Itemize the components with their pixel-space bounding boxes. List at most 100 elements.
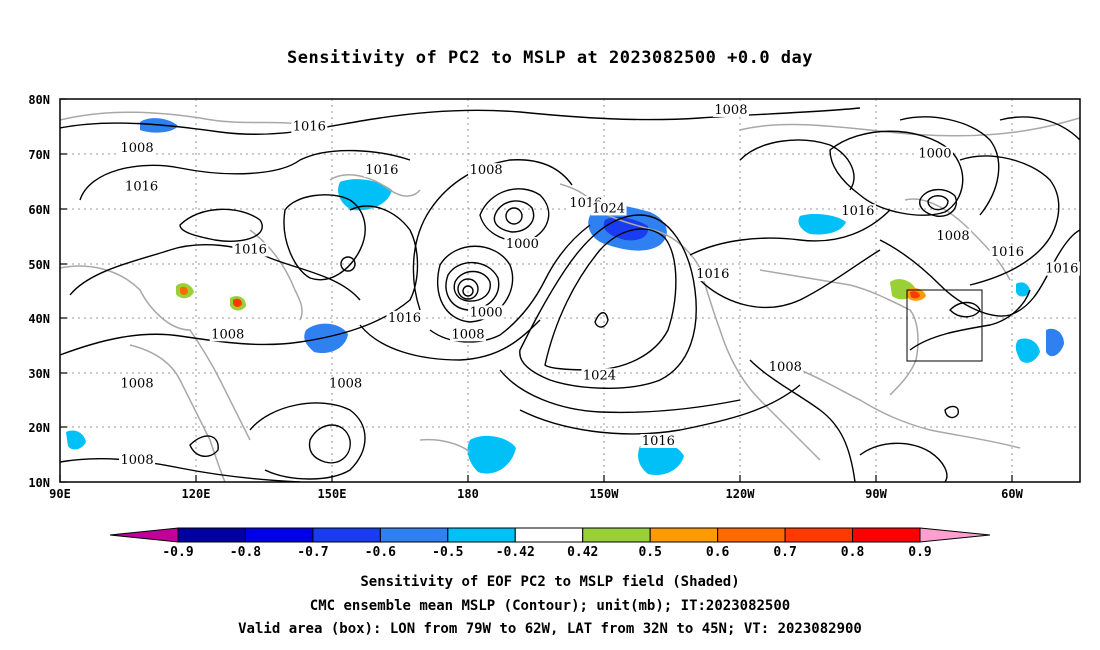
contour-label: 1024 [592, 201, 625, 216]
colorbar-segment [379, 527, 449, 543]
contour-label-halo [839, 204, 876, 219]
contour-label-halo [123, 179, 160, 194]
contour-label: 1016 [365, 163, 398, 178]
colorbar-segment [717, 527, 786, 543]
colorbar-segment [177, 527, 246, 543]
contour-label: 1016 [642, 434, 675, 449]
colorbar-segment [447, 527, 516, 543]
colorbar-label: 0.8 [841, 545, 865, 560]
contour-label-halo [119, 453, 156, 468]
map-frame [59, 98, 1081, 483]
colorbar-label: -0.5 [432, 545, 463, 560]
contour-label-halo [363, 163, 400, 178]
contour-label: 1000 [470, 305, 503, 320]
contour-label-halo [119, 141, 156, 156]
colorbar-label: 0.6 [706, 545, 730, 560]
colorbar-label: -0.9 [162, 545, 193, 560]
lon-label: 60W [1001, 487, 1023, 501]
contour-label-halo [468, 163, 505, 178]
colorbar-label: -0.6 [365, 545, 396, 560]
contour-label: 1008 [937, 229, 970, 244]
colorbar-segment [244, 527, 314, 543]
contour-label: 1024 [583, 368, 616, 383]
axis-ticks [59, 98, 1013, 483]
lat-label: 80N [28, 93, 50, 107]
caption-line-3: Valid area (box): LON from 79W to 62W, L… [238, 621, 862, 637]
lon-label: 180 [457, 487, 479, 501]
contour-label-halo [327, 376, 364, 391]
colorbar-high-arrow [919, 527, 991, 543]
lon-label: 120W [726, 487, 756, 501]
contour-label: 1016 [991, 245, 1024, 260]
lat-label: 20N [28, 421, 50, 435]
lat-label: 10N [28, 476, 50, 490]
contour-label-halo [712, 102, 749, 117]
sensitivity-shading [66, 118, 1064, 476]
contour-label-halo [581, 368, 618, 383]
contour-labels: 1016 1008 1016 1016 1008 1000 1016 1024 1016 1016… [119, 102, 1080, 468]
colorbar-label: -0.8 [230, 545, 261, 560]
contour-label: 1008 [121, 377, 154, 392]
contour-label: 1008 [769, 360, 802, 375]
contour-label: 1016 [234, 242, 267, 257]
colorbar: -0.9 -0.8 -0.7 -0.6 -0.5 -0.42 0.42 0.5 0.6 0.7 0.… [109, 527, 991, 560]
colorbar-segment [514, 527, 584, 543]
contour-label-halo [989, 245, 1026, 260]
contour-label: 1016 [293, 119, 326, 134]
contour-label-halo [767, 360, 804, 375]
contour-label-halo [916, 146, 953, 161]
contour-label: 1016 [841, 204, 874, 219]
lat-label: 70N [28, 148, 50, 162]
lat-label: 40N [28, 312, 50, 326]
contour-label-halo [590, 201, 627, 216]
contour-label: 1008 [121, 141, 154, 156]
contour-label: 1008 [451, 327, 484, 342]
contour-label-halo [119, 376, 156, 391]
lat-axis-labels: 80N 70N 60N 50N 40N 30N 20N 10N [28, 93, 50, 490]
contour-label-halo [386, 310, 423, 325]
contour-label: 1016 [696, 267, 729, 282]
caption-line-1: Sensitivity of EOF PC2 to MSLP field (Sh… [360, 574, 740, 590]
contour-label: 1000 [918, 147, 951, 162]
colorbar-label: -0.42 [496, 545, 535, 560]
colorbar-segment [784, 527, 854, 543]
colorbar-label: 0.5 [638, 545, 661, 560]
colorbar-label: -0.7 [297, 545, 328, 560]
contour-label: 1016 [125, 180, 158, 195]
mslp-contours [60, 107, 1080, 482]
lon-axis-labels: 90E 120E 150E 180 150W 120W 90W 60W [49, 487, 1023, 501]
lon-label: 90W [865, 487, 887, 501]
colorbar-label: 0.42 [567, 545, 598, 560]
contour-label-halo [1043, 261, 1080, 276]
contour-label-halo [209, 327, 246, 342]
lon-label: 150W [590, 487, 620, 501]
colorbar-label: 0.9 [908, 545, 931, 560]
colorbar-segment [582, 527, 651, 543]
lat-label: 60N [28, 203, 50, 217]
contour-label: 1008 [121, 453, 154, 468]
map-title: Sensitivity of PC2 to MSLP at 2023082500… [286, 48, 813, 68]
contour-label-halo [468, 305, 505, 320]
contour-label-halo [291, 119, 328, 134]
contour-label: 1008 [470, 163, 503, 178]
caption-line-2: CMC ensemble mean MSLP (Contour); unit(m… [309, 598, 791, 614]
lat-label: 30N [28, 367, 50, 381]
contour-label: 1008 [329, 377, 362, 392]
colorbar-label: 0.7 [773, 545, 796, 560]
lon-label: 150E [318, 487, 347, 501]
lat-label: 50N [28, 258, 50, 272]
contour-label: 1008 [714, 103, 747, 118]
contour-label: 1000 [506, 237, 539, 252]
contour-label-halo [504, 236, 541, 251]
lon-label: 120E [182, 487, 211, 501]
colorbar-segment [649, 527, 719, 543]
contour-label-halo [640, 433, 677, 448]
colorbar-segment [852, 527, 921, 543]
colorbar-segment [312, 527, 381, 543]
contour-label: 1016 [1045, 262, 1078, 277]
lon-label: 90E [49, 487, 71, 501]
contour-label: 1016 [388, 311, 421, 326]
contour-label-halo [232, 242, 269, 257]
contour-label-halo [694, 267, 731, 282]
